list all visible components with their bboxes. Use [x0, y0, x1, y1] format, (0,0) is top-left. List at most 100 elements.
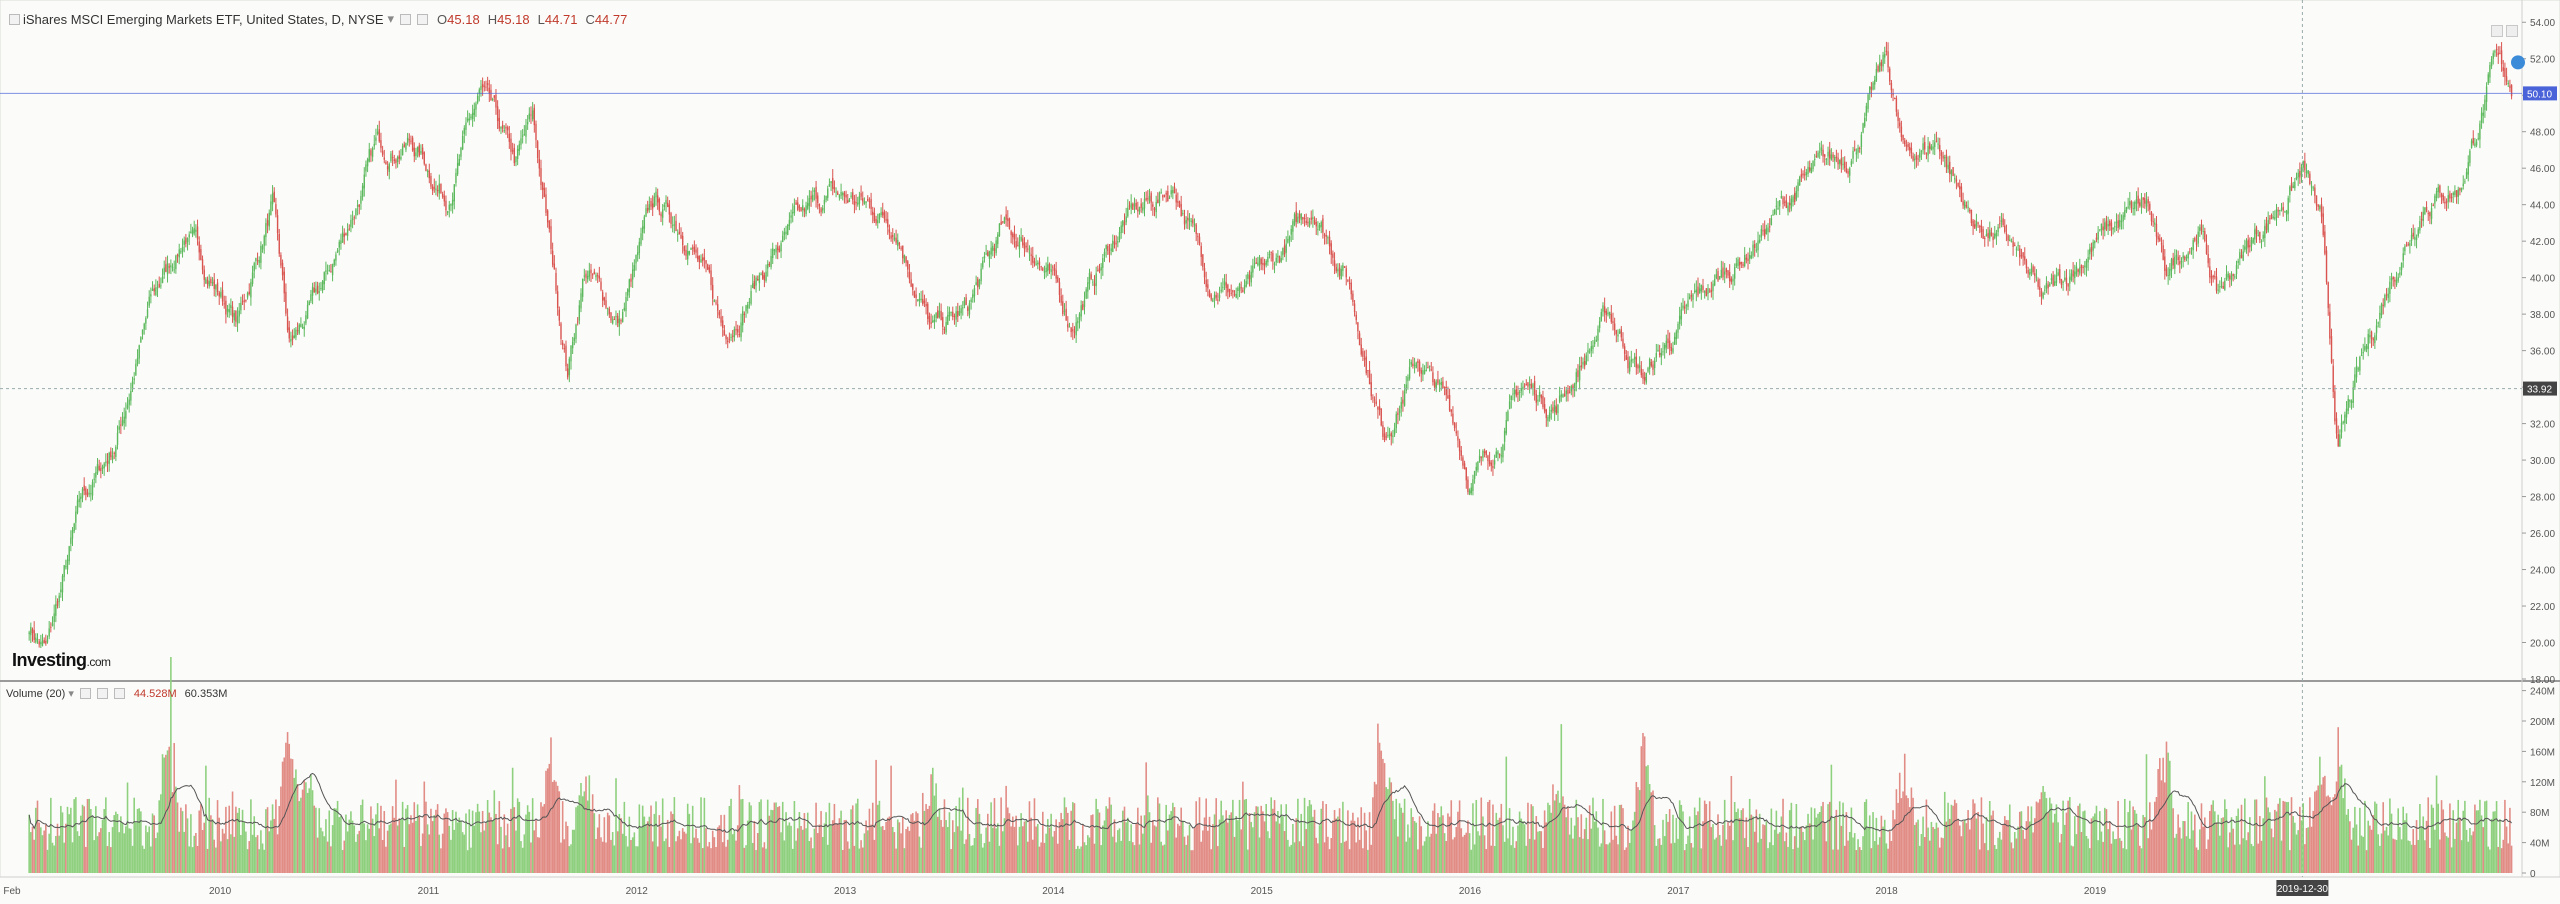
volume-bar: [635, 846, 637, 873]
candle-body: [1133, 203, 1136, 207]
candle-body: [1812, 161, 1814, 170]
candle-body: [53, 613, 55, 622]
volume-bar: [740, 799, 742, 873]
candle-body: [1852, 150, 1854, 159]
pane-maximize-icon[interactable]: [2491, 25, 2503, 37]
candle-body: [318, 291, 320, 293]
candle-body: [73, 523, 75, 532]
volume-bar: [81, 804, 84, 873]
volume-bar: [1783, 841, 1786, 873]
volume-bar: [646, 821, 649, 873]
candle-body: [1575, 372, 1578, 384]
candle-body: [2385, 294, 2388, 296]
candle-body: [765, 271, 767, 281]
candle-body: [2394, 279, 2396, 282]
volume-close-icon[interactable]: [113, 688, 125, 699]
volume-bar: [286, 732, 289, 873]
volume-bar: [2227, 847, 2229, 873]
candle-body: [133, 378, 135, 381]
candle-body: [403, 144, 405, 147]
candle-body: [703, 257, 706, 260]
candle-body: [250, 282, 252, 298]
candle-body: [1950, 170, 1953, 175]
candle-body: [1892, 93, 1894, 96]
volume-bar: [2063, 824, 2066, 873]
volume-bar: [2415, 820, 2418, 873]
candle-body: [917, 299, 919, 301]
volume-bar: [2282, 800, 2284, 873]
candle-body: [145, 318, 147, 324]
candle-body: [825, 195, 827, 200]
volume-bar: [2225, 808, 2228, 873]
volume-bar: [156, 832, 159, 873]
candle-body: [2417, 229, 2419, 236]
volume-bar: [1362, 848, 1364, 873]
candle-body: [2404, 246, 2406, 252]
volume-hide-icon[interactable]: [96, 688, 108, 699]
settings-icon[interactable]: [400, 13, 412, 25]
volume-bar: [1098, 812, 1101, 873]
candle-body: [1610, 314, 1613, 322]
candle-body: [722, 320, 724, 329]
volume-bar: [2205, 848, 2208, 873]
volume-bar: [948, 812, 951, 873]
candle-body: [1897, 112, 1899, 122]
candle-body: [580, 293, 582, 309]
candle-body: [1152, 204, 1154, 207]
candle-body: [578, 305, 581, 321]
candle-body: [2050, 278, 2053, 281]
volume-bar: [1267, 831, 1269, 873]
chevron-down-icon[interactable]: ▾: [387, 11, 395, 26]
candle-body: [81, 488, 84, 498]
volume-settings-icon[interactable]: [79, 688, 91, 699]
volume-bar: [2420, 827, 2423, 873]
volume-bar: [783, 840, 786, 873]
candle-body: [328, 270, 330, 272]
candle-body: [1432, 372, 1434, 383]
candle-body: [1929, 143, 1931, 150]
volume-bar: [205, 765, 207, 873]
pane-close-icon[interactable]: [2506, 25, 2518, 37]
volume-bar: [1528, 838, 1531, 873]
candle-body: [1038, 261, 1041, 266]
volume-bar: [786, 825, 789, 873]
volume-bar: [2224, 799, 2226, 873]
volume-bar: [1335, 818, 1338, 873]
candles-group: [28, 41, 2513, 649]
collapse-icon[interactable]: [9, 13, 20, 25]
candle-body: [980, 268, 982, 281]
candle-body: [2054, 281, 2056, 286]
candle-body: [100, 468, 102, 472]
volume-bar: [235, 806, 237, 873]
price-tick-label: 40.00: [2530, 274, 2555, 285]
hide-icon[interactable]: [417, 13, 429, 25]
volume-bar: [1300, 813, 1303, 873]
candle-body: [1672, 348, 1674, 353]
candle-body: [401, 146, 404, 156]
volume-bar: [1120, 840, 1122, 873]
open-label: O: [437, 11, 448, 27]
volume-bar: [1723, 799, 1726, 873]
volume-chevron-icon[interactable]: ▾: [68, 688, 74, 700]
candle-body: [1727, 270, 1729, 276]
candle-body: [455, 173, 457, 184]
candle-body: [240, 302, 242, 311]
candle-body: [1999, 223, 2001, 225]
candle-body: [1735, 263, 1738, 267]
volume-bar: [1695, 815, 1698, 873]
volume-bar: [591, 794, 594, 873]
volume-bar: [2295, 834, 2298, 873]
candle-body: [616, 315, 619, 324]
volume-bar: [923, 810, 926, 873]
candle-body: [1428, 365, 1431, 367]
volume-bar: [1573, 825, 1576, 873]
volume-bar: [1735, 811, 1738, 873]
candle-body: [2405, 245, 2408, 247]
volume-bar: [2464, 800, 2466, 873]
candle-body: [903, 255, 906, 262]
volume-bar: [1667, 821, 1669, 873]
candle-body: [1062, 301, 1064, 315]
volume-bar: [1577, 817, 1579, 873]
candle-body: [56, 601, 59, 606]
